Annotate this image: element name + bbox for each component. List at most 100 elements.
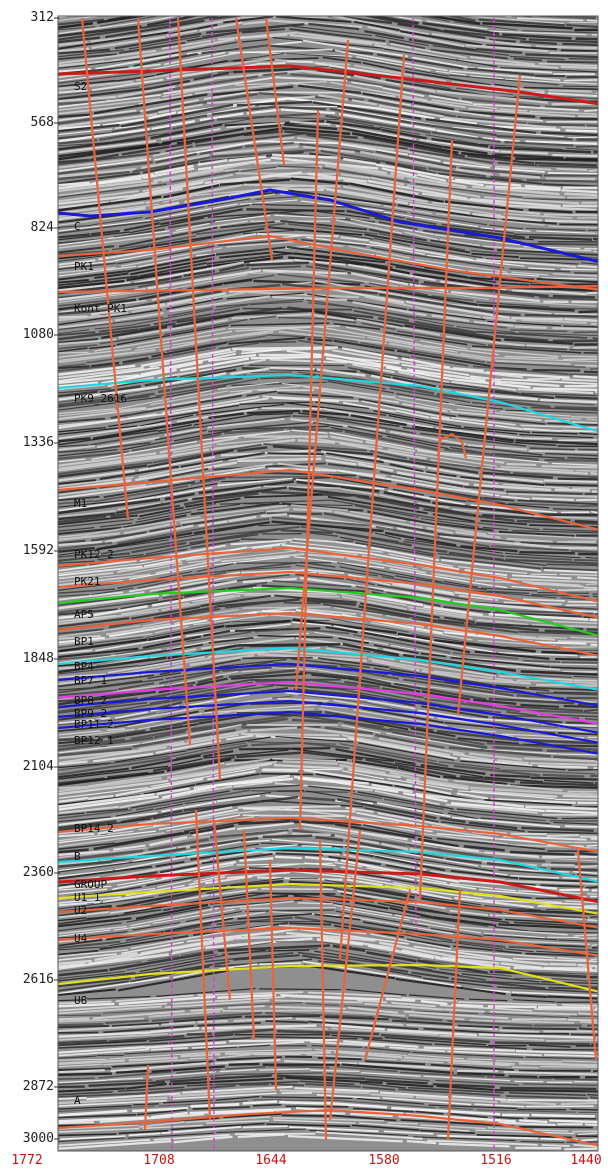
reflector	[58, 1068, 598, 1084]
horizon-pk9-2616[interactable]	[58, 373, 600, 433]
reflector	[58, 287, 598, 322]
fault-line[interactable]	[298, 109, 320, 831]
horizon-bp7-1[interactable]	[58, 662, 600, 707]
horizon-b[interactable]	[58, 846, 600, 883]
fault-line[interactable]	[80, 17, 130, 521]
horizon-m1[interactable]	[58, 468, 600, 531]
horizon-label: U1_1	[74, 891, 101, 904]
fault-line[interactable]	[456, 74, 522, 716]
reflector	[58, 991, 598, 1007]
fault-line[interactable]	[194, 809, 212, 1121]
reflector	[58, 1035, 598, 1051]
fault-line[interactable]	[268, 859, 278, 1091]
fault-line[interactable]	[143, 1064, 150, 1131]
reflector	[58, 774, 598, 811]
horizon-bp9-2[interactable]	[58, 689, 600, 734]
y-tick-label: 2104	[22, 759, 54, 774]
fault-line[interactable]	[446, 889, 462, 1141]
reflector	[58, 713, 598, 748]
fault-line[interactable]	[363, 889, 412, 1061]
reflector	[58, 1085, 598, 1102]
horizon-label: M1	[74, 497, 87, 510]
reflector	[58, 799, 598, 835]
fault-line[interactable]	[242, 829, 256, 1041]
fault-line[interactable]	[328, 829, 362, 1121]
reflector	[58, 72, 598, 110]
fault-line[interactable]	[294, 39, 350, 691]
y-tick-label: 312	[30, 10, 54, 25]
x-tick-label: 1440	[570, 1153, 602, 1168]
reflector	[58, 336, 598, 374]
reflector	[58, 708, 598, 742]
fault-line[interactable]	[418, 139, 454, 901]
fault-line[interactable]	[212, 819, 232, 1001]
horizon-bp12-1[interactable]	[58, 710, 600, 755]
fault-line[interactable]	[318, 839, 328, 1141]
reflector	[58, 141, 598, 177]
reflector	[58, 28, 598, 64]
horizon-label: Kont_PK1	[74, 302, 127, 315]
horizon-pk21[interactable]	[58, 570, 600, 619]
reflector	[58, 415, 598, 451]
reflector	[58, 531, 598, 567]
reflector	[58, 1055, 598, 1073]
horizon-label: BP4	[74, 660, 94, 673]
horizon-ap5[interactable]	[58, 586, 600, 637]
horizon-bp8-2[interactable]	[58, 680, 600, 725]
horizon-bp4[interactable]	[58, 646, 600, 691]
fault-line[interactable]	[234, 17, 274, 261]
reflector	[58, 380, 598, 414]
horizon-u2[interactable]	[58, 896, 600, 929]
reflector	[58, 748, 598, 784]
horizon-label: U2	[74, 904, 87, 917]
fault-line[interactable]	[176, 17, 222, 781]
horizon-bp1[interactable]	[58, 611, 600, 657]
reflector	[58, 385, 598, 421]
y-tick-label: 2616	[22, 972, 54, 987]
y-tick-label: 1336	[22, 435, 54, 450]
fault-line[interactable]	[338, 54, 406, 961]
reflector	[58, 1092, 594, 1108]
reflector	[58, 999, 598, 1016]
reflector	[58, 120, 598, 158]
horizon-u4[interactable]	[58, 926, 600, 957]
reflector	[58, 471, 598, 506]
well-lines	[169, 17, 495, 1151]
well-line[interactable]	[412, 17, 417, 931]
reflector	[58, 741, 598, 778]
reflector	[58, 1065, 598, 1081]
reflector	[58, 502, 598, 538]
horizon-label: PK21	[74, 575, 101, 588]
reflector	[58, 735, 598, 771]
horizon-u8[interactable]	[58, 963, 600, 993]
fault-line[interactable]	[136, 17, 192, 746]
reflector	[58, 295, 598, 331]
horizon-pk12-2[interactable]	[58, 546, 600, 603]
reflector	[58, 1050, 598, 1067]
reflector	[58, 1038, 598, 1055]
horizon-pk1[interactable]	[58, 234, 600, 291]
reflector	[58, 240, 598, 277]
reflector	[58, 123, 598, 161]
fault-line[interactable]	[264, 17, 286, 166]
reflector	[58, 584, 598, 619]
reflector	[58, 355, 598, 392]
horizon-kont-pk1[interactable]	[58, 284, 600, 294]
reflector	[58, 347, 598, 382]
horizon-label: BP14_2	[74, 822, 114, 835]
reflector	[58, 22, 598, 59]
reflector	[58, 16, 598, 53]
fault-line[interactable]	[576, 849, 598, 1061]
reflector	[58, 315, 598, 352]
reflector	[58, 1128, 598, 1144]
fault-line[interactable]	[436, 432, 468, 459]
reflector	[58, 538, 598, 574]
reflector	[58, 130, 597, 167]
horizon-c[interactable]	[58, 188, 600, 264]
reflector	[58, 485, 598, 520]
horizon-bp14-2[interactable]	[58, 816, 600, 853]
reflector	[58, 452, 598, 487]
horizon-bp11-2[interactable]	[58, 699, 600, 744]
